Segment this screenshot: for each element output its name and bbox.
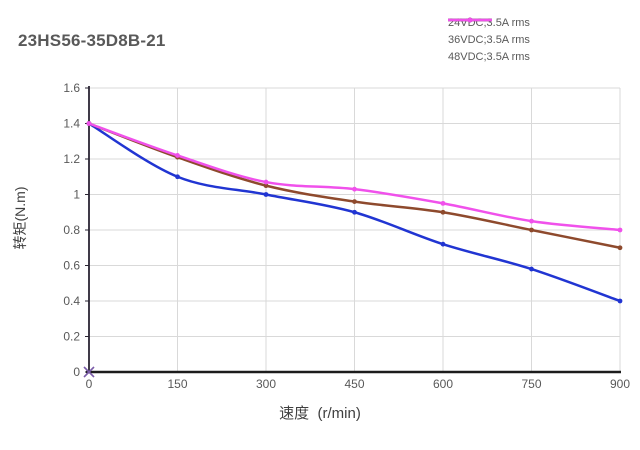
x-tick-label: 150 [167,377,187,391]
data-point-marker [529,218,534,224]
data-point-marker [440,200,446,206]
data-point-marker [86,121,92,126]
origin-x-marker [83,366,95,378]
data-point-marker [529,227,534,233]
data-point-marker [352,209,357,215]
data-point-marker [617,227,623,233]
legend: 24VDC;3.5A rms 36VDC;3.5A rms 48VDC;3.5A… [448,15,530,66]
y-tick-label: 1 [73,188,80,202]
data-point-marker [175,153,180,158]
x-axis-title: 速度 (r/min) [279,405,361,422]
data-point-marker [617,245,623,251]
data-point-marker [617,298,623,304]
data-point-marker [529,266,534,272]
y-tick-label: 0.2 [63,330,80,344]
y-tick-label: 0 [73,365,80,379]
x-tick-label: 450 [344,377,364,391]
legend-label: 36VDC;3.5A rms [448,34,530,46]
y-tick-label: 1.6 [63,81,80,95]
data-point-marker [263,183,269,189]
legend-line-marker-icon [448,17,492,23]
x-tick-label: 900 [610,377,630,391]
chart-title: 23HS56-35D8B-21 [18,31,166,50]
y-tick-label: 1.2 [63,152,80,166]
y-tick-label: 1.4 [63,117,80,131]
y-tick-label: 0.8 [63,223,80,237]
x-tick-label: 300 [256,377,276,391]
data-point-marker [352,186,357,192]
data-point-marker [352,199,357,205]
y-tick-label: 0.4 [63,294,80,308]
data-point-marker [263,192,269,197]
y-tick-label: 0.6 [63,259,80,273]
x-tick-label: 0 [86,377,93,391]
legend-item-48vdc: 48VDC;3.5A rms [448,17,530,65]
legend-label: 48VDC;3.5A rms [448,51,530,63]
data-point-marker [440,209,446,215]
y-axis-title: 转矩(N.m) [12,186,28,250]
data-point-marker [440,241,446,247]
x-tick-label: 600 [433,377,453,391]
data-point-marker [175,174,180,180]
data-point-marker [263,179,269,185]
x-tick-label: 750 [521,377,541,391]
